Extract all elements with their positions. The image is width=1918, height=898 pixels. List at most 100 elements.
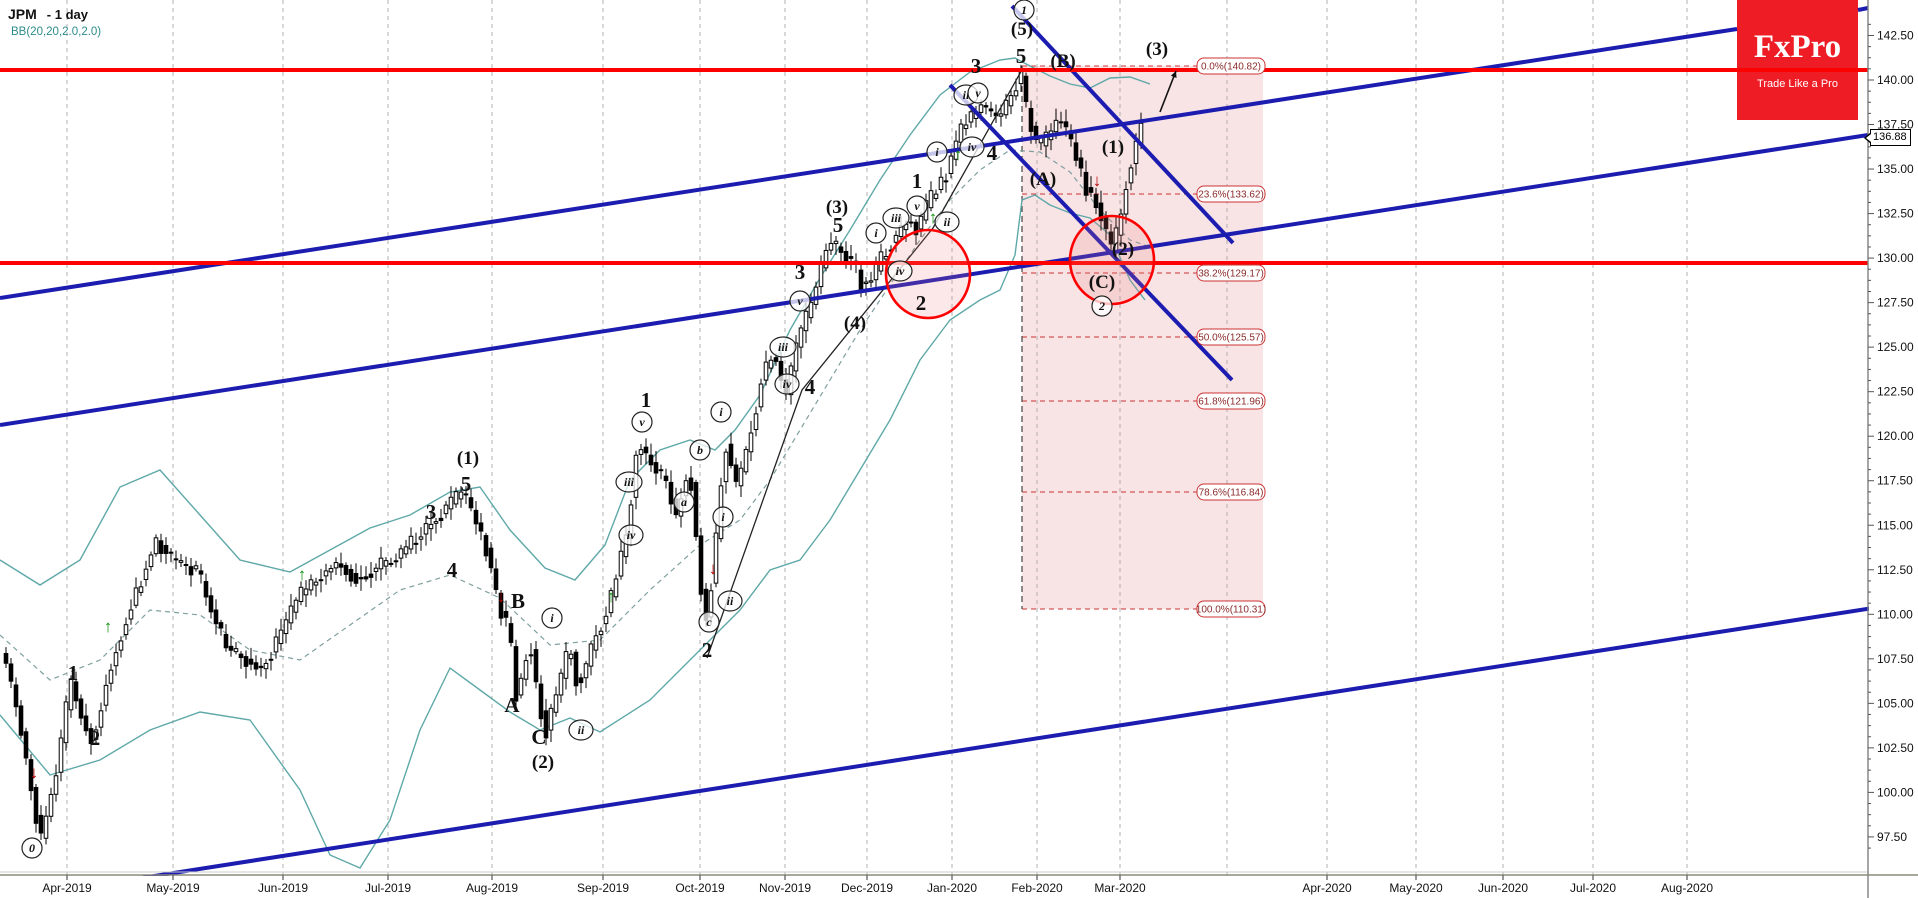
wave-label-circle [717,590,743,612]
time-axis-label: Apr-2020 [1302,881,1352,895]
wave-label: (2) [1112,239,1134,260]
time-axis-label: Jan-2020 [927,881,977,895]
channel-line[interactable] [0,133,1869,427]
fib-level-label-box [1196,392,1266,410]
price-axis-label: 105.00 [1877,696,1914,710]
wave-label: v [975,86,981,100]
fib-level-label: 0.0%(140.82) [1201,62,1261,73]
channel-line-steep[interactable] [1010,4,1235,245]
price-axis-label: 102.50 [1877,741,1914,755]
fib-level-label-box [1196,328,1266,346]
wave-label: 2 [1098,299,1105,313]
fib-level-label: 78.6%(116.84) [1199,488,1264,499]
wave-label: ii [944,215,951,229]
indicator-label[interactable]: BB(20,20,2.0,2.0) [11,26,102,38]
fib-level-label-box [1196,600,1266,618]
price-axis-label: 112.50 [1877,563,1913,577]
wave-label: (5) [1011,19,1033,40]
wave-label: (4) [844,313,866,334]
wave-label-circle [631,411,653,433]
fib-level-label-box [1196,264,1266,282]
time-axis-label: Apr-2019 [42,881,92,895]
wave-label-circle [689,439,711,461]
fib-level-label: 23.6%(133.62) [1198,190,1264,201]
fib-level-label: 61.8%(121.96) [1198,397,1264,408]
wave-label: i [874,226,878,240]
price-axis-label: 115.00 [1877,518,1913,532]
wave-label-circle [710,401,732,423]
wave-label-circle [698,611,720,633]
sell-arrow-icon: ↓ [497,587,506,606]
wave-label: (A) [1030,169,1056,190]
wave-label: 4 [447,558,458,582]
wave-label: 3 [426,500,437,524]
time-axis-label: Nov-2019 [759,881,811,895]
wave-label-circle [774,373,800,395]
wave-label: iii [624,475,635,489]
wave-label-circle [865,222,887,244]
buy-arrow-icon: ↑ [607,587,616,606]
chart-title: JPM - 1 day [8,6,88,22]
wave-label-circle [934,211,960,233]
price-axis-label: 130.00 [1877,251,1914,265]
channel-line[interactable] [1857,6,1869,12]
fib-level-label: 100.0%(110.31) [1196,605,1266,616]
time-axis-label: Jun-2019 [258,881,308,895]
wave-label: C [531,725,546,749]
price-axis-label: 137.50 [1877,118,1914,132]
wave-label: i [721,510,725,524]
right-axis-area [1869,0,1918,898]
buy-arrow-icon: ↑ [298,565,307,584]
wave-label: 1 [641,388,652,412]
fxpro-logo-title: FxPro [1753,29,1842,65]
wave-label: B [511,589,525,613]
wave-label: a [681,495,687,509]
wave-label-circle [882,207,910,229]
time-axis-label: Aug-2019 [466,881,518,895]
price-axis-label: 107.50 [1877,652,1914,666]
wave-label: ii [727,594,734,608]
wave-label: 3 [971,54,982,78]
wave-label: 2 [90,726,101,750]
time-axis-label: Aug-2020 [1661,881,1713,895]
wave-label: iii [778,340,789,354]
wave-label: 5 [1016,44,1027,68]
time-axis-label: Jul-2019 [365,881,411,895]
channel-line[interactable] [25,599,1918,898]
bottom-axis-area [0,876,1918,898]
timeframe-label: - 1 day [46,7,88,22]
wave-label-circle [1013,0,1035,21]
wave-label: c [706,615,712,629]
wave-label: (3) [1146,39,1168,60]
wave-label: b [697,443,703,457]
wave-label: ii [963,88,970,102]
sell-arrow-icon: ↓ [30,763,39,782]
wave-label: v [914,199,920,213]
wave-label-circle [887,260,913,282]
current-price-badge: 136.88 [1864,129,1911,146]
wave-label: 4 [987,141,998,165]
wave-label: (1) [1102,137,1124,158]
wave-label: 3 [795,260,806,284]
wave-label-circle [712,506,734,528]
wave-label-circle [673,491,695,513]
channel-line-steep[interactable] [948,83,1234,382]
wave-label: iv [968,140,977,154]
price-axis-label: 120.00 [1877,429,1914,443]
fib-level-label-box [1196,57,1266,75]
price-axis-label: 135.00 [1877,162,1914,176]
wave-label-circle [541,607,563,629]
wave-label: 2 [916,291,927,315]
wave-label-circle [618,524,644,546]
wave-label: v [797,294,803,308]
wave-label-circle [769,336,797,358]
wave2-highlight-circle[interactable] [884,228,972,320]
wave-label: iv [896,264,905,278]
channel-line[interactable] [0,27,1738,300]
fxpro-logo: FxPro Trade Like a Pro [1737,0,1858,120]
projection-arrow-line [1159,70,1177,113]
wave-label: A [504,693,520,717]
wave-label: 5 [833,213,844,237]
